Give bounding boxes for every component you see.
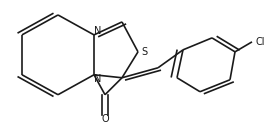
Text: N: N [94, 26, 102, 36]
Text: S: S [141, 47, 147, 57]
Text: Cl: Cl [255, 37, 265, 47]
Text: N: N [94, 74, 102, 84]
Text: O: O [101, 114, 109, 124]
